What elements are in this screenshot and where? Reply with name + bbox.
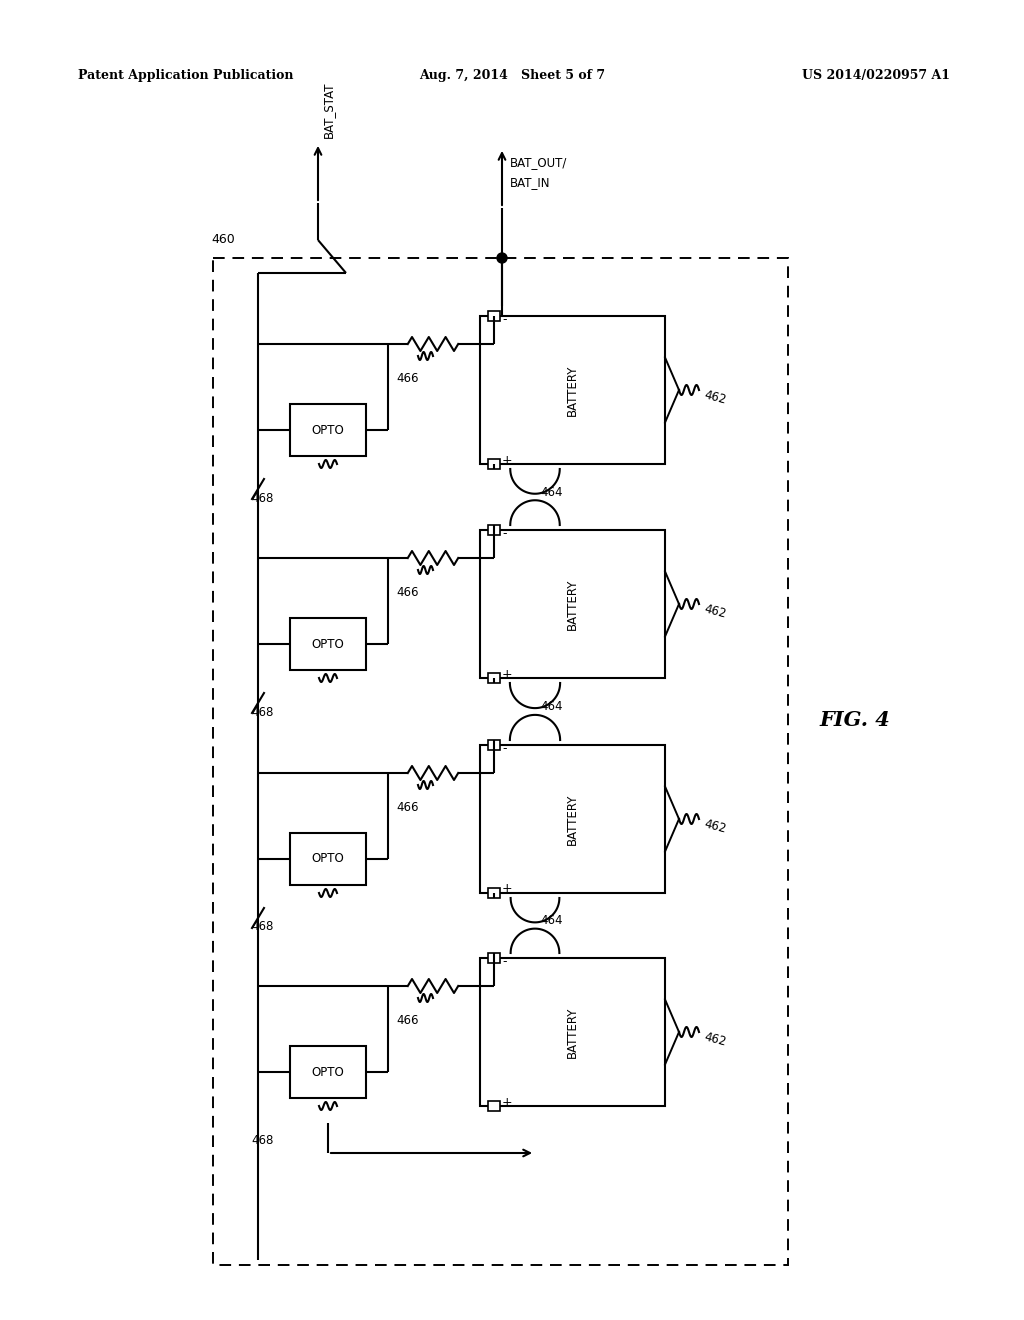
Text: OPTO: OPTO xyxy=(311,424,344,437)
Text: Aug. 7, 2014   Sheet 5 of 7: Aug. 7, 2014 Sheet 5 of 7 xyxy=(419,69,605,82)
Text: +: + xyxy=(502,883,513,895)
Text: 462: 462 xyxy=(703,603,728,622)
Text: 462: 462 xyxy=(703,1031,728,1049)
Text: BATTERY: BATTERY xyxy=(566,578,579,630)
Text: 464: 464 xyxy=(540,486,562,499)
Text: OPTO: OPTO xyxy=(311,638,344,651)
Text: 468: 468 xyxy=(252,1134,274,1147)
Bar xyxy=(290,404,366,455)
Text: 460: 460 xyxy=(211,234,234,246)
Text: 466: 466 xyxy=(396,586,419,599)
Bar xyxy=(488,312,500,321)
Text: OPTO: OPTO xyxy=(311,1065,344,1078)
Text: OPTO: OPTO xyxy=(311,853,344,866)
Text: BAT_IN: BAT_IN xyxy=(510,177,551,190)
Text: 468: 468 xyxy=(252,491,274,504)
Bar xyxy=(480,531,665,678)
Bar xyxy=(290,618,366,671)
Text: -: - xyxy=(502,956,507,969)
Bar xyxy=(488,525,500,535)
Bar xyxy=(290,1045,366,1098)
Circle shape xyxy=(497,253,507,263)
Bar xyxy=(488,888,500,898)
Text: 464: 464 xyxy=(540,913,562,927)
Bar xyxy=(480,315,665,465)
Text: 462: 462 xyxy=(703,818,728,836)
Text: 462: 462 xyxy=(703,389,728,407)
Text: BATTERY: BATTERY xyxy=(566,793,579,845)
Text: +: + xyxy=(502,1096,513,1109)
Bar xyxy=(480,958,665,1106)
Text: FIG. 4: FIG. 4 xyxy=(819,710,891,730)
Text: BATTERY: BATTERY xyxy=(566,364,579,416)
Bar xyxy=(488,1101,500,1111)
Bar xyxy=(480,744,665,894)
Text: BAT_OUT/: BAT_OUT/ xyxy=(510,157,567,169)
Text: BAT_STAT: BAT_STAT xyxy=(322,82,335,139)
Bar xyxy=(290,833,366,884)
Bar xyxy=(488,673,500,682)
Text: -: - xyxy=(502,742,507,755)
Text: 464: 464 xyxy=(540,700,562,713)
Text: 468: 468 xyxy=(252,705,274,718)
Bar xyxy=(488,953,500,964)
Text: +: + xyxy=(502,454,513,466)
Text: US 2014/0220957 A1: US 2014/0220957 A1 xyxy=(802,69,950,82)
Text: -: - xyxy=(502,314,507,326)
Bar xyxy=(488,741,500,750)
Bar xyxy=(213,257,788,1265)
Text: Patent Application Publication: Patent Application Publication xyxy=(78,69,294,82)
Text: +: + xyxy=(502,668,513,681)
Text: 466: 466 xyxy=(396,1014,419,1027)
Text: 466: 466 xyxy=(396,801,419,814)
Bar xyxy=(488,459,500,469)
Text: BATTERY: BATTERY xyxy=(566,1006,579,1057)
Text: 468: 468 xyxy=(252,920,274,933)
Text: 466: 466 xyxy=(396,372,419,385)
Text: -: - xyxy=(502,528,507,540)
